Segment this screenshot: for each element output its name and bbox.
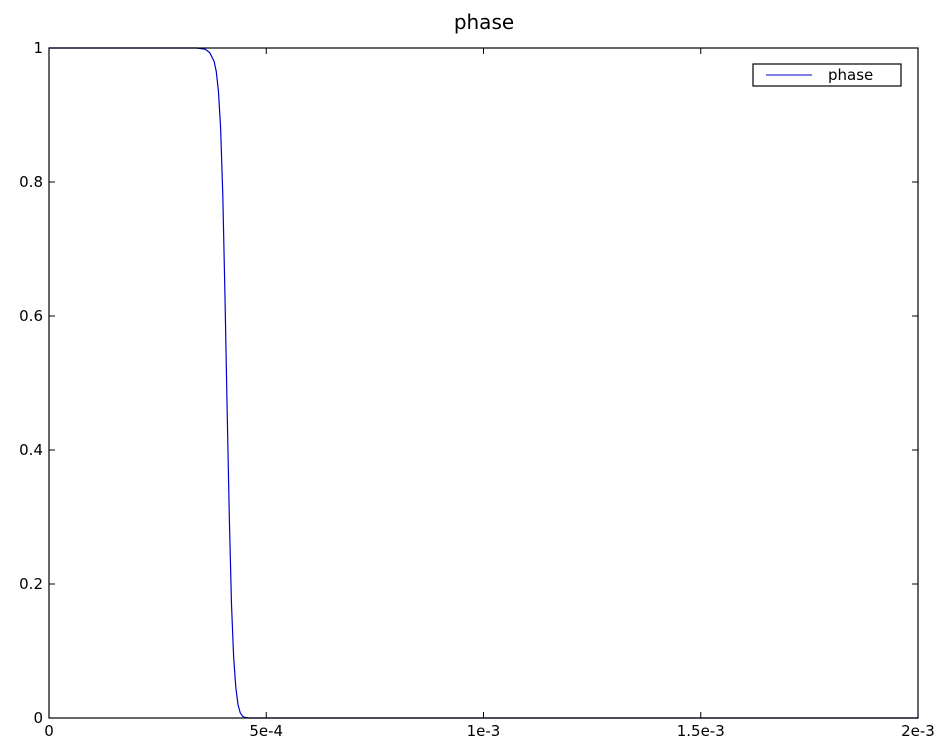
axes-frame bbox=[48, 47, 919, 719]
series-line-phase bbox=[49, 47, 918, 719]
x-tick-label: 1e-3 bbox=[467, 722, 501, 740]
chart-title: phase bbox=[454, 10, 514, 34]
y-tick-label: 0 bbox=[33, 709, 43, 727]
y-tick-label: 0.2 bbox=[19, 575, 43, 593]
y-tick-label: 0.4 bbox=[19, 441, 43, 459]
legend-label-phase: phase bbox=[828, 66, 873, 84]
y-tick-label: 1 bbox=[33, 39, 43, 57]
axes: 0 5e-4 1e-3 1.5e-3 2e-3 0 0.2 0.4 0.6 0.8 1 bbox=[19, 39, 935, 740]
x-tick-label: 1.5e-3 bbox=[677, 722, 725, 740]
legend: phase bbox=[752, 63, 902, 87]
x-tick-label: 2e-3 bbox=[901, 722, 935, 740]
x-tick-label: 5e-4 bbox=[249, 722, 283, 740]
y-tick-label: 0.8 bbox=[19, 173, 43, 191]
y-tick-label: 0.6 bbox=[19, 307, 43, 325]
plot-area bbox=[49, 47, 918, 719]
x-tick-label: 0 bbox=[44, 722, 54, 740]
legend-box bbox=[752, 63, 902, 87]
